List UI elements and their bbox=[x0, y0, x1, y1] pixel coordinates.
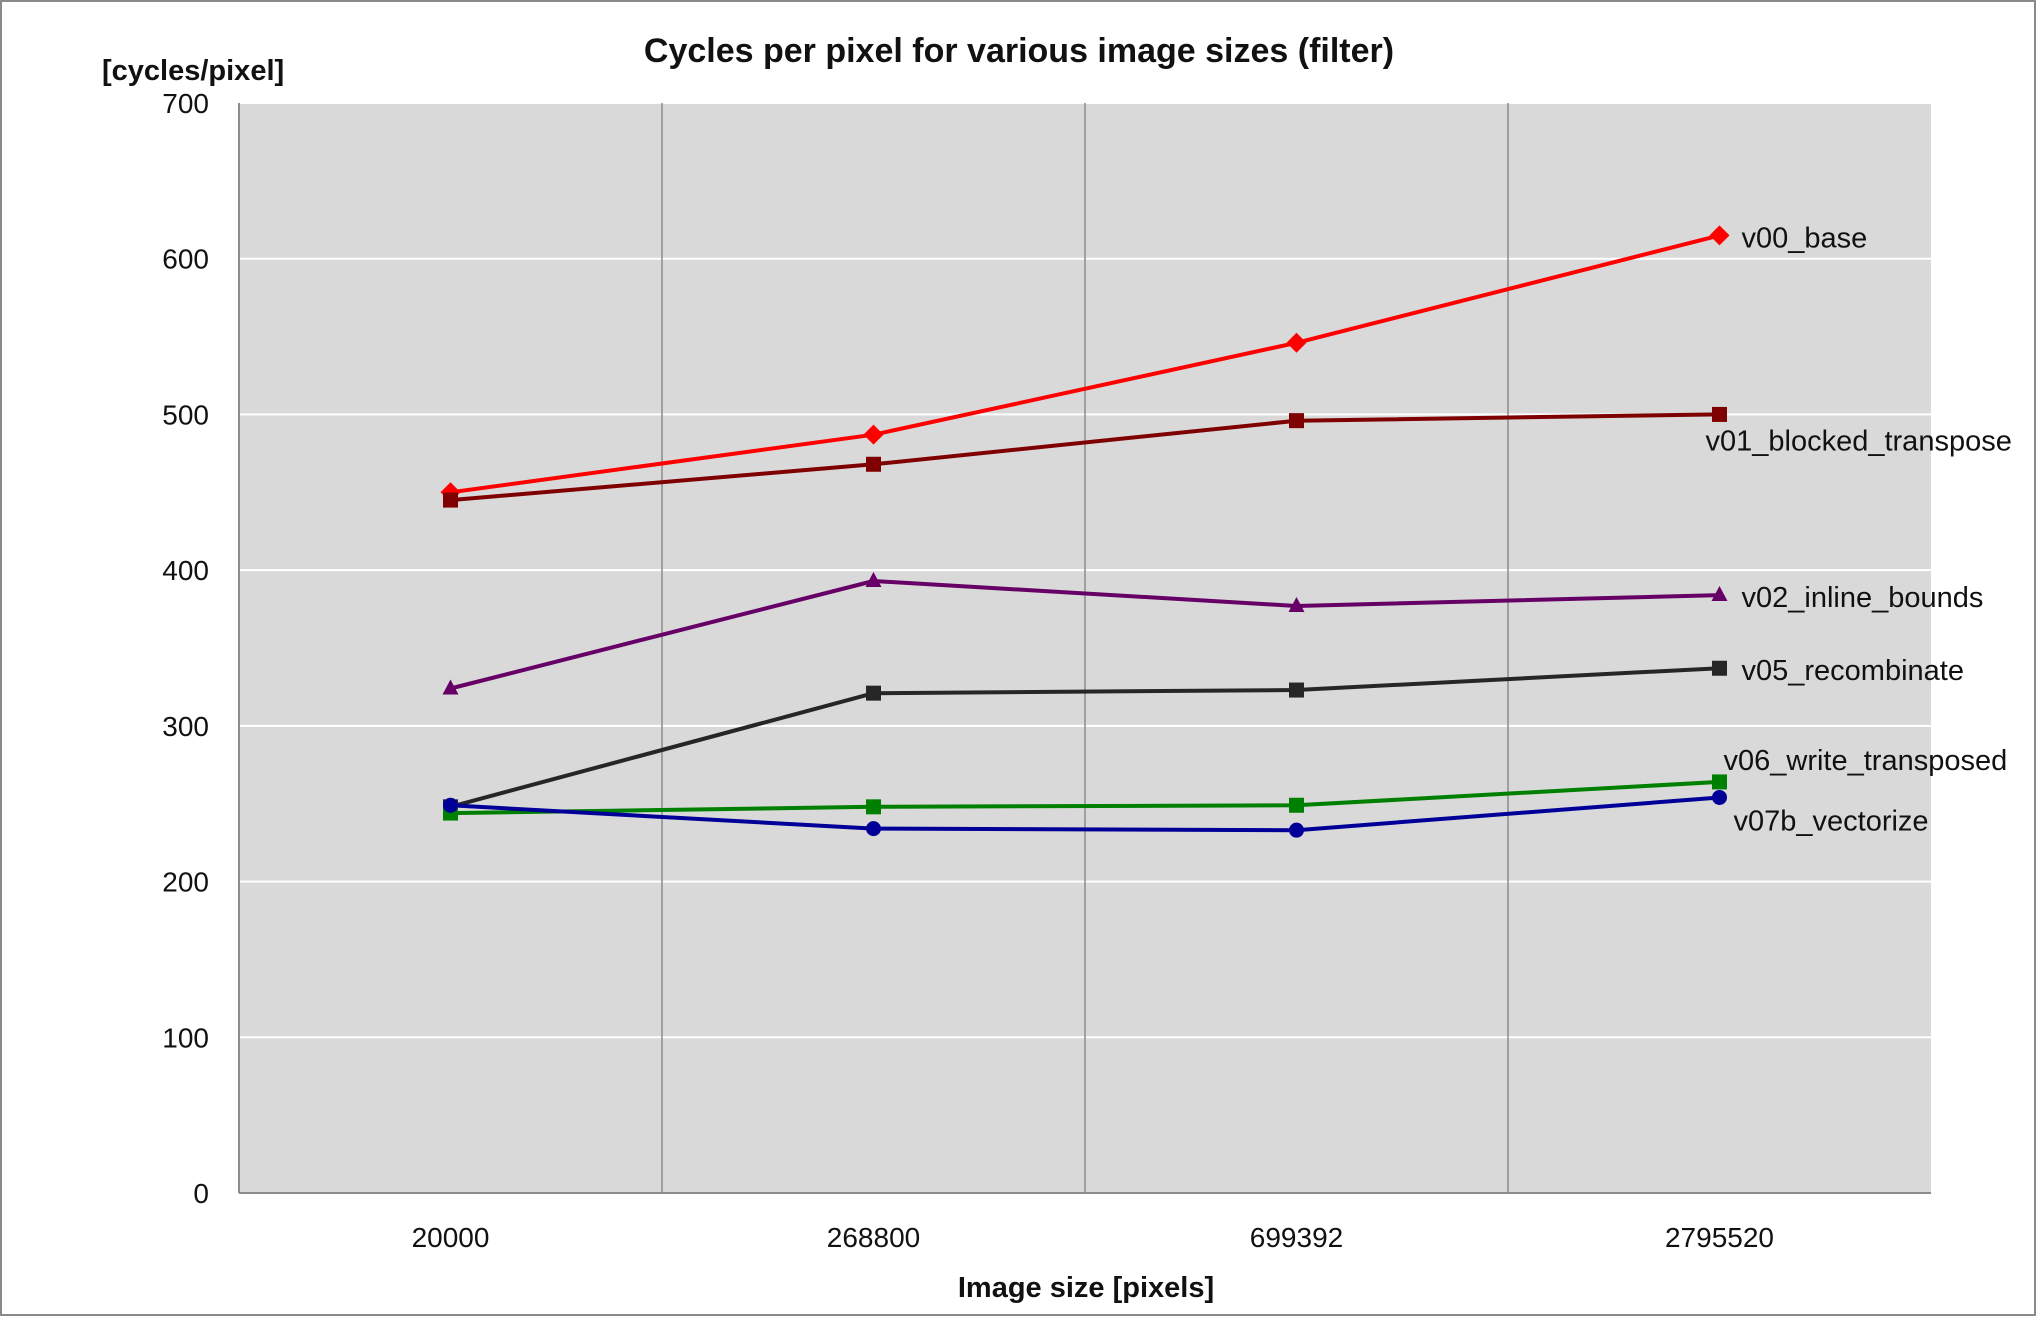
marker-v07b-vectorize-3 bbox=[1712, 789, 1727, 805]
marker-v01-blocked-transpose-1 bbox=[866, 456, 881, 472]
marker-v07b-vectorize-1 bbox=[866, 821, 881, 837]
x-axis-label: Image size [pixels] bbox=[958, 1272, 1214, 1304]
marker-v01-blocked-transpose-2 bbox=[1289, 413, 1304, 429]
series-line-v07b-vectorize bbox=[450, 795, 1720, 833]
series-line-v01-blocked-transpose bbox=[450, 412, 1720, 503]
marker-v05-recombinate-3 bbox=[1712, 660, 1727, 676]
marker-v02-inline-bounds-3 bbox=[1711, 586, 1728, 602]
series-markers bbox=[440, 225, 1730, 838]
series-label-v06-write-transposed: v06_write_transposed bbox=[1724, 745, 2008, 777]
series-line-v02-inline-bounds bbox=[450, 579, 1720, 691]
axes bbox=[238, 103, 1931, 1194]
y-tick-label-400: 400 bbox=[162, 555, 209, 586]
marker-v05-recombinate-1 bbox=[866, 685, 881, 701]
y-tick-label-500: 500 bbox=[162, 399, 209, 430]
series-labels: v00_base v01_blocked_transpose v02_inline_… bbox=[1706, 222, 2012, 837]
y-tick-label-200: 200 bbox=[162, 867, 209, 898]
marker-v06-write-transposed-1 bbox=[866, 799, 881, 815]
marker-v02-inline-bounds-1 bbox=[865, 572, 882, 588]
chart-title: Cycles per pixel for various image sizes… bbox=[644, 32, 1394, 70]
x-tick-label-699392: 699392 bbox=[1250, 1222, 1343, 1253]
x-tick-label-20000: 20000 bbox=[412, 1222, 490, 1253]
series-label-v01-blocked-transpose: v01_blocked_transpose bbox=[1706, 425, 2012, 457]
y-tick-label-0: 0 bbox=[193, 1178, 209, 1209]
gridlines bbox=[239, 102, 1931, 1193]
marker-v06-write-transposed-3 bbox=[1712, 774, 1727, 790]
series-line-v05-recombinate bbox=[449, 666, 1720, 809]
x-tick-label-268800: 268800 bbox=[827, 1222, 920, 1253]
y-tick-label-600: 600 bbox=[162, 244, 209, 275]
tick-labels: 0 100 200 300 400 500 600 700 20000 268800 699392 2… bbox=[162, 88, 1774, 1253]
marker-v00-base-1 bbox=[863, 424, 884, 445]
series-label-v07b-vectorize: v07b_vectorize bbox=[1734, 805, 1929, 837]
marker-v01-blocked-transpose-0 bbox=[443, 492, 458, 508]
x-tick-label-2795520: 2795520 bbox=[1665, 1222, 1774, 1253]
marker-v01-blocked-transpose-3 bbox=[1712, 406, 1727, 422]
marker-v02-inline-bounds-2 bbox=[1288, 596, 1305, 612]
series-line-v00-base bbox=[450, 233, 1720, 495]
marker-v00-base-2 bbox=[1286, 332, 1307, 353]
series-lines bbox=[449, 233, 1720, 833]
marker-v06-write-transposed-2 bbox=[1289, 797, 1304, 813]
marker-v00-base-3 bbox=[1709, 225, 1730, 246]
y-axis-label: [cycles/pixel] bbox=[102, 55, 284, 87]
marker-v02-inline-bounds-0 bbox=[442, 679, 459, 695]
marker-v07b-vectorize-2 bbox=[1289, 822, 1304, 838]
marker-v05-recombinate-2 bbox=[1289, 682, 1304, 698]
y-tick-label-100: 100 bbox=[162, 1022, 209, 1053]
y-tick-label-300: 300 bbox=[162, 711, 209, 742]
series-line-v06-write-transposed bbox=[450, 779, 1720, 816]
marker-v07b-vectorize-0 bbox=[443, 797, 458, 813]
series-label-v05-recombinate: v05_recombinate bbox=[1742, 655, 1964, 687]
y-tick-label-700: 700 bbox=[162, 88, 209, 119]
series-label-v02-inline-bounds: v02_inline_bounds bbox=[1742, 582, 1984, 614]
series-label-v00-base: v00_base bbox=[1742, 222, 1868, 254]
